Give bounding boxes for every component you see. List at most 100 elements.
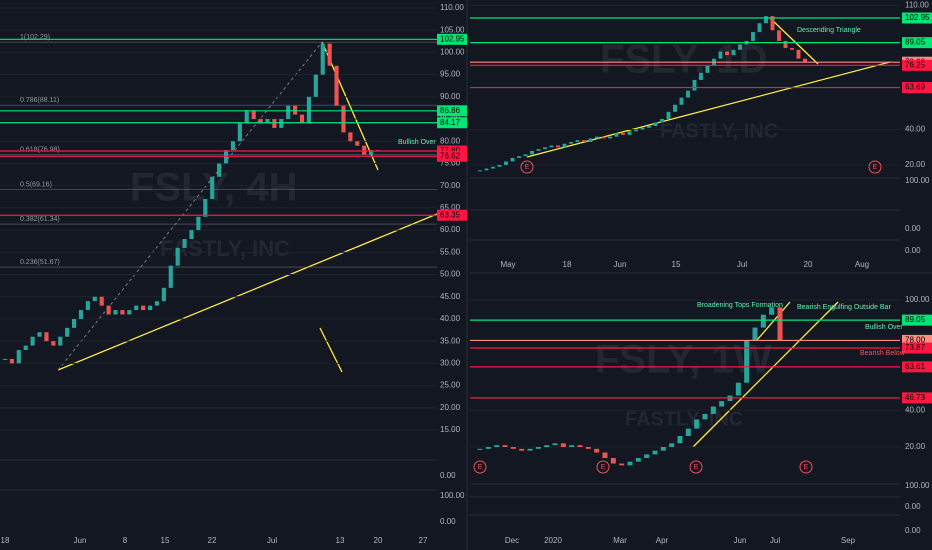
x-tick-label: May xyxy=(500,260,515,269)
candle xyxy=(635,458,641,462)
candle xyxy=(608,136,612,139)
x-tick-label: Jul xyxy=(737,260,747,269)
y-tick-label: 110.00 xyxy=(440,3,464,12)
y-tick-label: 45.00 xyxy=(440,292,461,301)
candle xyxy=(569,445,575,447)
price-tag xyxy=(437,33,467,45)
candle xyxy=(588,138,593,142)
fib-label: 0.236(51.67) xyxy=(20,259,60,266)
price-tag xyxy=(902,314,932,326)
candle xyxy=(161,287,166,302)
candle xyxy=(478,170,482,172)
price-tag-label: 84.17 xyxy=(440,118,461,127)
candle xyxy=(237,123,242,142)
price-tag-label: 63.61 xyxy=(905,362,926,371)
candle xyxy=(585,447,591,449)
fib-label: 0.786(88.11) xyxy=(20,97,59,104)
earnings-marker xyxy=(799,460,813,474)
candle xyxy=(764,16,768,24)
y-tick-label: 40.00 xyxy=(440,314,461,323)
candle xyxy=(770,16,775,31)
y-tick-label: 20.00 xyxy=(905,442,926,451)
earnings-marker xyxy=(868,160,882,174)
candle xyxy=(517,156,521,158)
candle xyxy=(744,340,750,383)
fib-label: 1(102.29) xyxy=(20,34,50,41)
candle xyxy=(627,461,633,466)
price-tag-label: 77.80 xyxy=(440,146,461,155)
candle xyxy=(560,443,566,447)
x-tick-label: 15 xyxy=(672,260,681,269)
price-tag-label: 63.69 xyxy=(905,83,926,92)
candle xyxy=(535,447,541,449)
candle xyxy=(217,163,222,177)
candle xyxy=(355,141,360,146)
candle xyxy=(614,133,619,137)
candle xyxy=(644,454,650,459)
candle xyxy=(196,216,201,231)
annotation: Descending Triangle xyxy=(797,27,861,34)
price-tag xyxy=(902,392,932,404)
annotation: Bullish Over xyxy=(865,324,903,331)
earnings-marker xyxy=(596,460,610,474)
candle xyxy=(78,310,84,319)
candle xyxy=(738,44,742,50)
x-tick-label: 18 xyxy=(1,536,10,545)
y-tick-label: 100.00 xyxy=(905,295,930,304)
candle xyxy=(594,448,600,453)
candle xyxy=(610,458,616,464)
x-tick-label: Jun xyxy=(734,536,747,545)
candle xyxy=(660,447,666,451)
candle xyxy=(134,305,139,311)
y-tick-label: 50.00 xyxy=(440,270,461,279)
candle xyxy=(803,58,807,63)
price-tag-label: 76.62 xyxy=(440,151,461,160)
candle xyxy=(51,341,56,346)
candle xyxy=(519,448,525,451)
price-tag-label: 89.05 xyxy=(905,315,926,324)
price-tag xyxy=(902,12,932,24)
candle xyxy=(168,265,173,288)
x-tick-label: 8 xyxy=(123,536,128,545)
candle xyxy=(362,145,367,155)
x-tick-label: Jun xyxy=(614,260,627,269)
price-tag-label: 46.73 xyxy=(905,393,926,402)
candle xyxy=(504,161,508,165)
candle xyxy=(510,157,515,162)
x-tick-label: 18 xyxy=(563,260,572,269)
candle xyxy=(666,111,671,119)
candle xyxy=(702,413,708,420)
y-tick-label: 60.00 xyxy=(440,225,461,234)
price-tag xyxy=(902,334,932,346)
candle xyxy=(154,301,160,306)
candle xyxy=(265,119,270,124)
annotation: Broadening Tops Formation xyxy=(697,302,783,309)
y-tick-label: 105.00 xyxy=(440,25,465,34)
x-tick-label: Jul xyxy=(267,536,277,545)
price-tag xyxy=(902,342,932,354)
fib-label: 0.5(69.16) xyxy=(20,181,52,188)
candle xyxy=(536,149,541,151)
candle xyxy=(673,104,677,112)
candle xyxy=(147,305,153,311)
candle xyxy=(679,97,684,105)
candle xyxy=(621,133,625,135)
candle xyxy=(653,122,658,127)
price-tag xyxy=(902,82,932,94)
candle xyxy=(510,447,516,449)
x-tick-label: Sep xyxy=(841,536,856,545)
candle xyxy=(341,105,346,133)
earnings-marker xyxy=(520,160,534,174)
price-tag xyxy=(902,361,932,373)
candle xyxy=(113,310,118,315)
x-tick-label: 20 xyxy=(804,260,813,269)
candle xyxy=(530,150,534,155)
candle xyxy=(725,51,729,56)
candle xyxy=(790,48,794,50)
watermark-subtitle: FASTLY, INC xyxy=(160,236,290,261)
price-tag-label: 63.35 xyxy=(440,210,461,219)
candle xyxy=(120,310,125,315)
candle xyxy=(527,448,533,451)
candle xyxy=(334,65,339,106)
indicator-tick-label: 100.00 xyxy=(440,491,465,500)
